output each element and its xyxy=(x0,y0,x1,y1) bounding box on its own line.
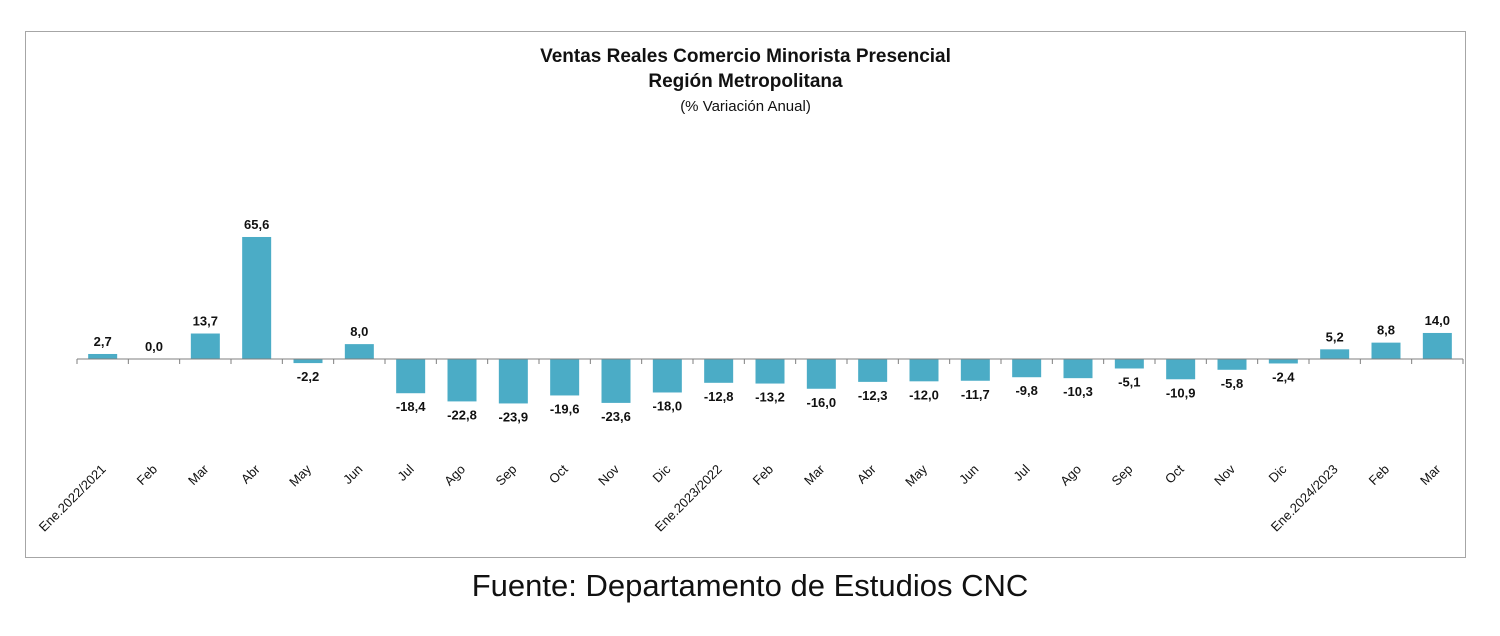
bar xyxy=(396,359,426,394)
bar xyxy=(1422,332,1452,359)
data-label: -5,1 xyxy=(1118,374,1140,389)
x-tick-label: Jul xyxy=(394,461,416,483)
bar xyxy=(344,344,374,359)
x-tick-label: Sep xyxy=(492,462,519,489)
x-tick-label: Mar xyxy=(801,461,828,488)
x-tick-label: Abr xyxy=(238,461,263,486)
chart-title: Ventas Reales Comercio Minorista Presenc… xyxy=(26,44,1465,94)
x-tick-label: Abr xyxy=(854,461,879,486)
chart-frame: Ventas Reales Comercio Minorista Presenc… xyxy=(25,31,1466,558)
bar xyxy=(1114,359,1144,369)
bar xyxy=(1371,342,1401,359)
data-label: -12,0 xyxy=(909,387,939,402)
chart-plot: 2,7 0,0 13,7 65,6 -2,2 8,0 -18,4 -22,8 -23,9 -19,… xyxy=(36,217,1464,535)
x-tick-label: May xyxy=(902,461,930,489)
x-tick-label: Feb xyxy=(134,462,160,488)
bar xyxy=(498,359,528,404)
data-label: -18,4 xyxy=(396,399,426,414)
source-note: Fuente: Departamento de Estudios CNC xyxy=(471,568,1029,603)
data-label: 13,7 xyxy=(193,314,218,329)
data-label: -18,0 xyxy=(653,398,683,413)
bar xyxy=(960,359,990,381)
bar xyxy=(88,353,118,359)
bar xyxy=(652,359,682,393)
data-label: -10,3 xyxy=(1063,384,1093,399)
x-tick-label: Mar xyxy=(1417,461,1444,488)
data-label: 65,6 xyxy=(244,217,269,232)
chart-subtitle: (% Variación Anual) xyxy=(680,98,811,115)
bar xyxy=(1320,349,1350,359)
bar xyxy=(1217,359,1247,370)
x-tick-label: Ago xyxy=(441,462,468,489)
data-label: 8,0 xyxy=(350,324,368,339)
bar xyxy=(242,236,272,359)
chart-title-line1: Ventas Reales Comercio Minorista Presenc… xyxy=(540,46,951,67)
x-tick-label: Oct xyxy=(1162,461,1187,486)
data-label: -11,7 xyxy=(961,387,990,402)
bar xyxy=(1063,359,1093,379)
x-tick-label: Sep xyxy=(1108,462,1135,489)
x-tick-label: Oct xyxy=(546,461,571,486)
data-label: -22,8 xyxy=(447,407,477,422)
data-label: -10,9 xyxy=(1166,385,1196,400)
data-label: -23,6 xyxy=(601,409,631,424)
x-tick-label: May xyxy=(286,461,314,489)
bar xyxy=(447,359,477,402)
bar xyxy=(755,359,785,384)
data-label: -2,4 xyxy=(1272,369,1295,384)
x-tick-label: Jun xyxy=(956,462,981,487)
bar xyxy=(601,359,631,403)
x-tick-label: Jul xyxy=(1010,461,1032,483)
bar xyxy=(1268,359,1298,364)
data-label: 14,0 xyxy=(1425,313,1450,328)
data-label: -12,8 xyxy=(704,389,734,404)
x-tick-label: Dic xyxy=(650,461,674,485)
bar xyxy=(858,359,888,382)
data-label: 8,8 xyxy=(1377,323,1395,338)
data-label: -9,8 xyxy=(1015,383,1037,398)
x-tick-label: Nov xyxy=(1211,461,1238,488)
x-tick-label: Feb xyxy=(1366,462,1392,488)
x-tick-label: Jun xyxy=(340,462,365,487)
bar xyxy=(550,359,580,396)
data-label: -5,8 xyxy=(1221,376,1243,391)
data-label: 2,7 xyxy=(94,334,112,349)
data-label: 5,2 xyxy=(1326,329,1344,344)
bar xyxy=(293,359,323,364)
data-label: -16,0 xyxy=(807,395,837,410)
data-label: -19,6 xyxy=(550,401,580,416)
x-tick-label: Nov xyxy=(595,461,622,488)
bar xyxy=(1012,359,1042,378)
data-label: 0,0 xyxy=(145,339,163,354)
x-tick-label: Feb xyxy=(750,462,776,488)
data-label: -2,2 xyxy=(297,369,319,384)
bar xyxy=(1166,359,1196,380)
bar xyxy=(190,333,220,359)
data-label: -23,9 xyxy=(499,409,529,424)
bar xyxy=(909,359,939,382)
data-label: -12,3 xyxy=(858,388,888,403)
x-tick-label: Mar xyxy=(185,461,212,488)
x-tick-label: Ene.2022/2021 xyxy=(36,462,109,535)
chart-title-line2: Región Metropolitana xyxy=(648,71,843,92)
bar xyxy=(704,359,734,383)
x-tick-label: Dic xyxy=(1266,461,1290,485)
bar xyxy=(806,359,836,389)
data-label: -13,2 xyxy=(755,390,785,405)
x-tick-label: Ago xyxy=(1057,462,1084,489)
